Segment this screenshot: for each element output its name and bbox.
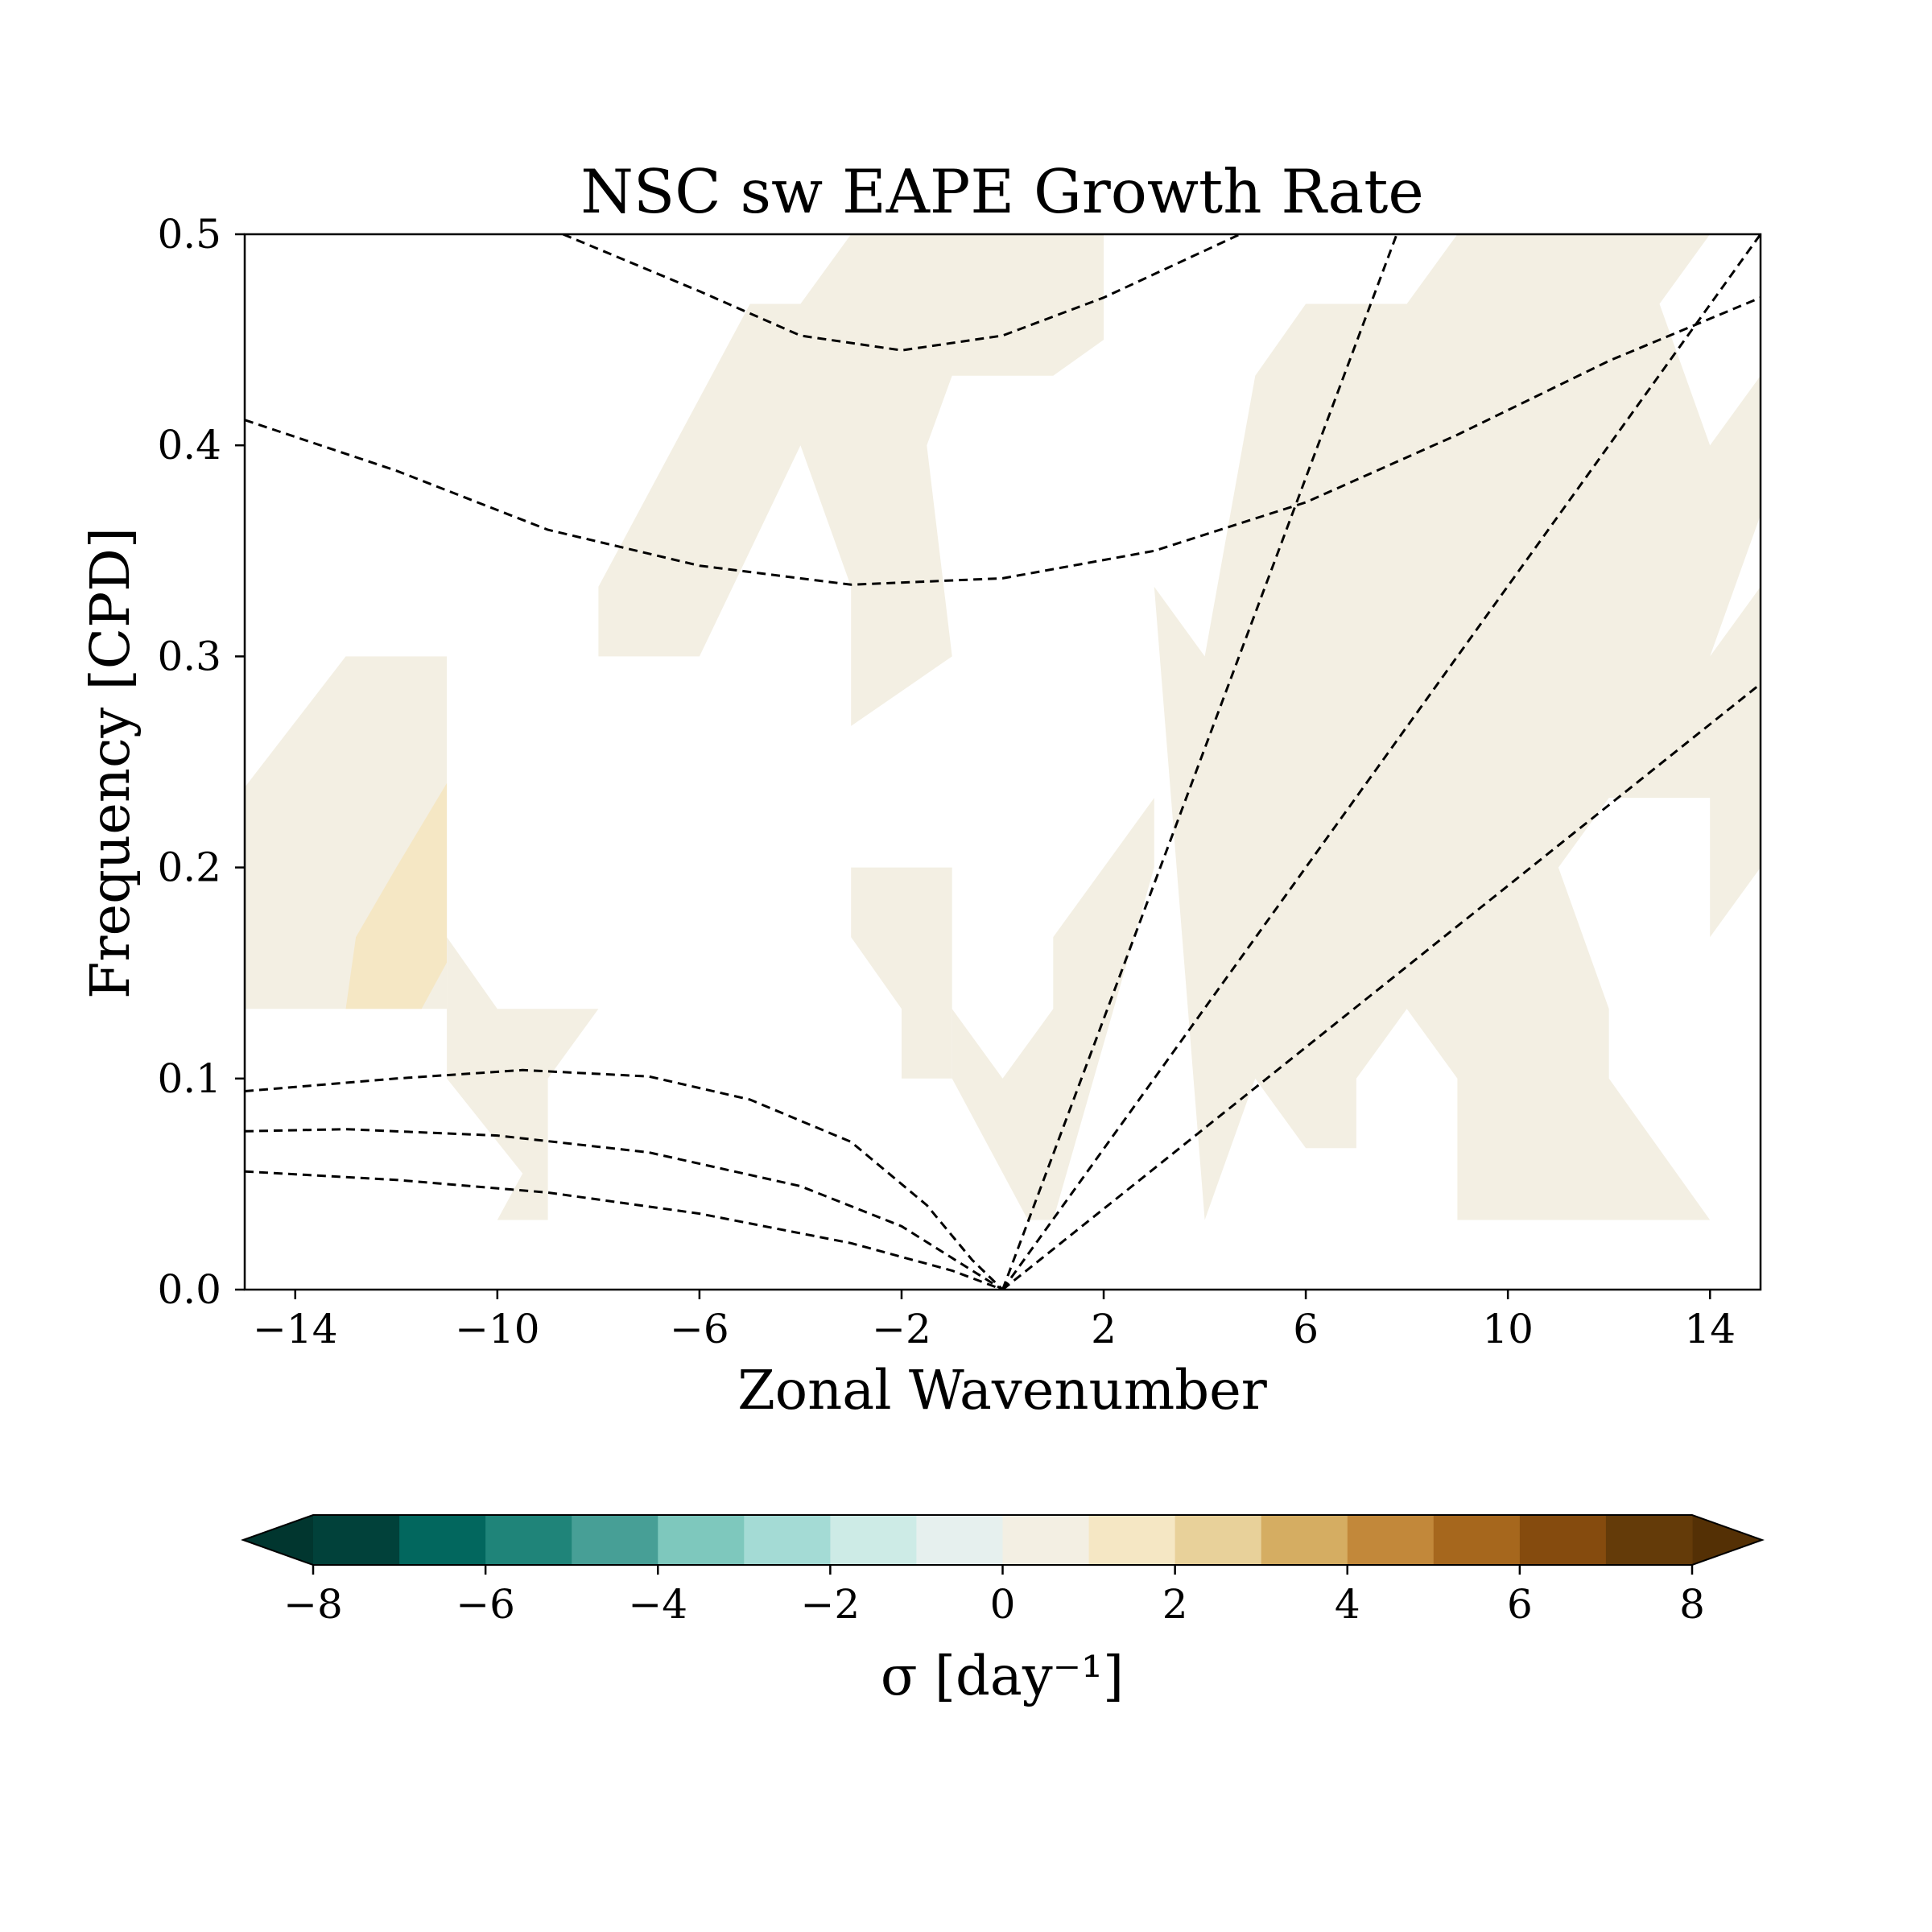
colorbar-swatch <box>658 1515 745 1565</box>
chart-title: NSC sw EAPE Growth Rate <box>580 156 1424 227</box>
contour-region <box>345 782 448 1009</box>
colorbar-swatch <box>1347 1515 1435 1565</box>
y-tick-label: 0.0 <box>157 1266 221 1313</box>
colorbar-tick-label: −8 <box>283 1581 343 1628</box>
dispersion-curve <box>245 1128 1004 1290</box>
colorbar-swatch <box>399 1515 486 1565</box>
x-tick-label: 10 <box>1482 1306 1534 1352</box>
dispersion-curve <box>245 1170 1004 1290</box>
x-axis-label: Zonal Wavenumber <box>737 1359 1268 1422</box>
dispersion-curve <box>1001 683 1761 1290</box>
colorbar-swatch <box>1433 1515 1521 1565</box>
colorbar: −8 −6 −4 −2 0 2 4 6 8 <box>241 1514 1765 1628</box>
colorbar-tick-label: 8 <box>1679 1581 1705 1628</box>
dispersion-curve <box>245 1068 1004 1290</box>
colorbar-swatch <box>1088 1515 1176 1565</box>
colorbar-tick-label: 2 <box>1162 1581 1188 1628</box>
x-tick-label: 14 <box>1684 1306 1736 1352</box>
colorbar-swatch <box>1605 1515 1693 1565</box>
dispersion-curve <box>245 296 1761 586</box>
y-axis-label: Frequency [CPD] <box>79 527 142 999</box>
plot-frame <box>243 233 1762 1291</box>
colorbar-swatch <box>572 1515 658 1565</box>
colorbar-over-extension <box>1692 1515 1762 1565</box>
y-tick-label: 0.2 <box>157 844 221 891</box>
contour-region <box>1154 234 1761 1220</box>
y-tick-label: 0.4 <box>157 422 221 469</box>
colorbar-under-extension <box>243 1515 313 1565</box>
x-tick-label: 2 <box>1091 1306 1117 1352</box>
colorbar-swatch <box>1261 1515 1348 1565</box>
colorbar-tick-label: 0 <box>990 1581 1016 1628</box>
colorbar-swatch <box>830 1515 918 1565</box>
dispersion-curve <box>562 234 1241 352</box>
x-tick-label: −10 <box>455 1306 540 1352</box>
colorbar-label: σ [day⁻¹] <box>881 1645 1124 1707</box>
filled-contours <box>245 234 1761 1220</box>
y-tick-label: 0.1 <box>157 1055 221 1102</box>
colorbar-tick-label: 6 <box>1507 1581 1533 1628</box>
x-tick-label: −6 <box>670 1306 729 1352</box>
contour-region <box>851 867 952 1079</box>
dispersion-curves <box>245 234 1761 1290</box>
colorbar-tick-label: −4 <box>628 1581 687 1628</box>
y-tick-label: 0.3 <box>157 633 221 679</box>
x-tick-label: −14 <box>253 1306 338 1352</box>
colorbar-swatch <box>485 1515 572 1565</box>
colorbar-swatch <box>1174 1515 1262 1565</box>
colorbar-swatch <box>1002 1515 1090 1565</box>
colorbar-swatch <box>1519 1515 1607 1565</box>
colorbar-swatch <box>744 1515 831 1565</box>
x-tick-label: 6 <box>1293 1306 1319 1352</box>
x-axis: −14 −10 −6 −2 2 6 10 14 <box>253 1290 1736 1352</box>
colorbar-tick-label: 4 <box>1335 1581 1360 1628</box>
colorbar-tick-label: −6 <box>456 1581 515 1628</box>
plot-area <box>243 233 1762 1291</box>
colorbar-swatch <box>916 1515 1004 1565</box>
colorbar-tick-label: −2 <box>801 1581 861 1628</box>
x-tick-label: −2 <box>872 1306 931 1352</box>
y-tick-label: 0.5 <box>157 211 221 258</box>
contour-region <box>598 234 1104 726</box>
contour-region <box>447 937 599 1220</box>
colorbar-swatch <box>313 1515 400 1565</box>
contour-region <box>952 798 1154 1220</box>
y-axis: 0.0 0.1 0.2 0.3 0.4 0.5 <box>157 211 245 1313</box>
